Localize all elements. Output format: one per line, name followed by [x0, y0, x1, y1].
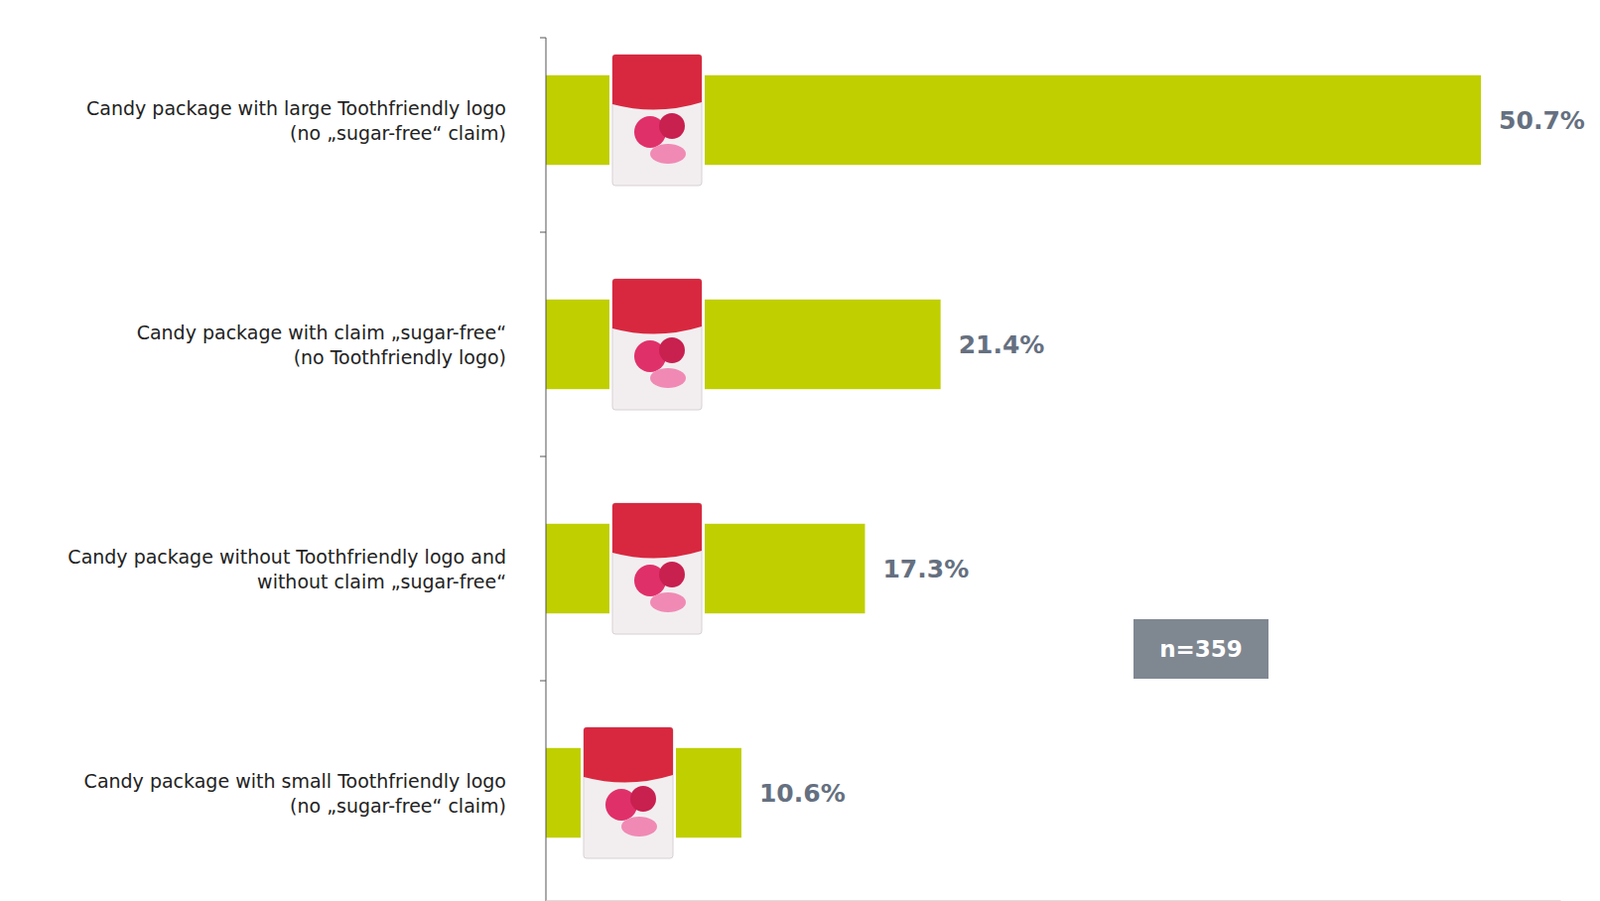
package-fruit [659, 113, 685, 139]
category-label-line: (no „sugar-free“ claim) [289, 122, 507, 144]
category-label-line: Candy package with small Toothfriendly l… [84, 770, 507, 793]
bar [545, 524, 865, 614]
category-label: Candy package without Toothfriendly logo… [67, 545, 507, 593]
category-axis [539, 37, 546, 901]
bar [545, 299, 941, 390]
axis-tick [539, 680, 546, 682]
annotation: n=359 [1133, 619, 1269, 679]
package-candy [650, 592, 686, 613]
category-label-line: (no „sugar-free“ claim) [289, 795, 507, 817]
data-label: 17.3% [882, 554, 969, 584]
package-icon [609, 51, 705, 189]
axis-tick [539, 232, 546, 234]
package-icon [580, 724, 676, 862]
package-border [580, 724, 676, 862]
package-top [612, 278, 702, 335]
package-border [609, 275, 705, 413]
package-body [612, 54, 702, 186]
data-label: 10.6% [759, 779, 846, 808]
package-fruit [659, 561, 685, 588]
category-label: Candy package with claim „sugar-free“(no… [136, 321, 507, 369]
annotation-box [1133, 619, 1269, 679]
package-candy [650, 368, 686, 389]
package-body [612, 503, 702, 635]
data-label: 21.4% [958, 330, 1046, 360]
package-fruit [630, 786, 657, 812]
data-labels: 50.7% 21.4% 17.3% 10.6% [759, 106, 1586, 808]
axis-tick [539, 37, 546, 39]
category-label-line: Candy package with large Toothfriendly l… [86, 97, 507, 120]
package-fruit [659, 337, 685, 364]
bars [545, 75, 1481, 838]
package-border [609, 51, 705, 189]
package-border [609, 500, 705, 638]
package-candy [621, 816, 658, 837]
category-label-line: without claim „sugar-free“ [257, 570, 507, 593]
category-labels: Candy package with large Toothfriendly l… [67, 97, 507, 817]
package-body [612, 278, 702, 410]
package-icon [609, 275, 705, 413]
package-top [583, 727, 673, 784]
package-icon [609, 500, 705, 638]
chart: Candy package with large Toothfriendly l… [0, 0, 1600, 901]
category-label: Candy package with large Toothfriendly l… [86, 97, 507, 144]
annotation-text: n=359 [1159, 636, 1243, 663]
category-label: Candy package with small Toothfriendly l… [84, 770, 507, 817]
axis-tick [539, 456, 546, 458]
category-label-line: Candy package without Toothfriendly logo… [67, 545, 507, 568]
package-top [612, 54, 702, 111]
value-axis [546, 900, 1562, 901]
package-candy [650, 143, 686, 164]
package-top [612, 503, 702, 559]
category-label-line: (no Toothfriendly logo) [293, 346, 507, 369]
axis-line [546, 900, 1562, 901]
package-body [583, 727, 673, 859]
category-label-line: Candy package with claim „sugar-free“ [136, 321, 507, 344]
axis-line [545, 37, 547, 901]
data-label: 50.7% [1498, 106, 1586, 135]
package-icons [580, 51, 705, 862]
